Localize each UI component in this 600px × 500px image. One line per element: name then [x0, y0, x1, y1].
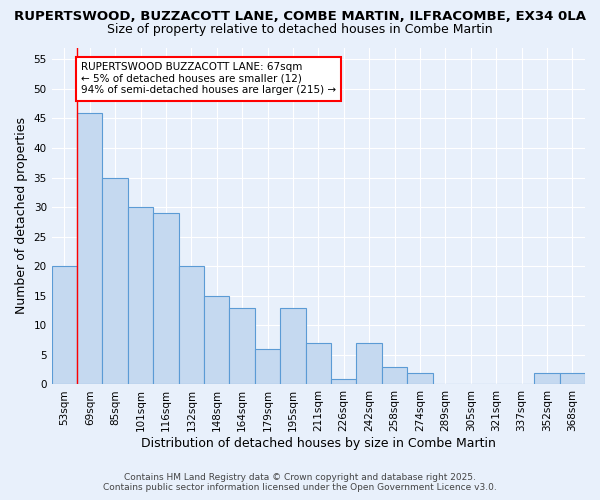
Text: Size of property relative to detached houses in Combe Martin: Size of property relative to detached ho…	[107, 22, 493, 36]
Bar	[382, 366, 407, 384]
Text: Contains HM Land Registry data © Crown copyright and database right 2025.
Contai: Contains HM Land Registry data © Crown c…	[103, 473, 497, 492]
Y-axis label: Number of detached properties: Number of detached properties	[15, 118, 28, 314]
Bar	[356, 343, 382, 384]
Bar	[103, 178, 128, 384]
Bar	[560, 372, 585, 384]
X-axis label: Distribution of detached houses by size in Combe Martin: Distribution of detached houses by size …	[141, 437, 496, 450]
Bar	[153, 213, 179, 384]
Bar	[407, 372, 433, 384]
Bar	[179, 266, 204, 384]
Text: RUPERTSWOOD, BUZZACOTT LANE, COMBE MARTIN, ILFRACOMBE, EX34 0LA: RUPERTSWOOD, BUZZACOTT LANE, COMBE MARTI…	[14, 10, 586, 23]
Bar	[128, 207, 153, 384]
Bar	[331, 378, 356, 384]
Bar	[52, 266, 77, 384]
Bar	[534, 372, 560, 384]
Bar	[305, 343, 331, 384]
Bar	[280, 308, 305, 384]
Bar	[204, 296, 229, 384]
Bar	[229, 308, 255, 384]
Bar	[255, 349, 280, 384]
Bar	[77, 112, 103, 384]
Text: RUPERTSWOOD BUZZACOTT LANE: 67sqm
← 5% of detached houses are smaller (12)
94% o: RUPERTSWOOD BUZZACOTT LANE: 67sqm ← 5% o…	[81, 62, 336, 96]
